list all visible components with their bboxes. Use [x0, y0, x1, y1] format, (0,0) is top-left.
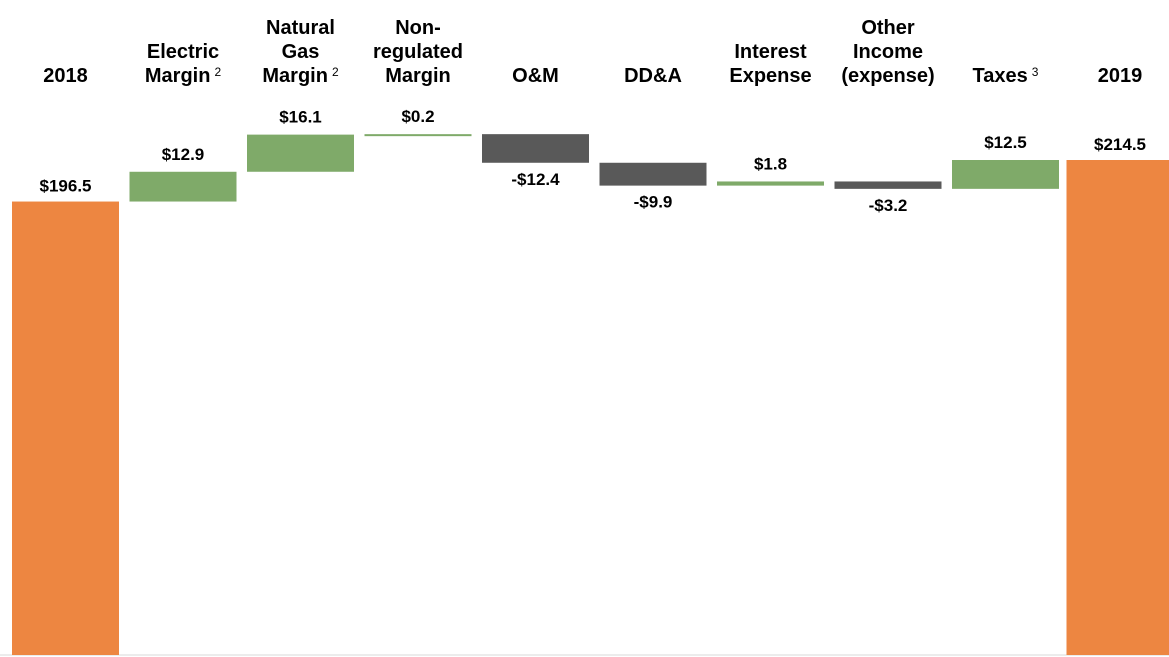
category-label-line: Expense [729, 65, 811, 87]
category-label-line: Electric [147, 41, 219, 63]
footnote-marker: 3 [1032, 65, 1039, 79]
category-label-9: 2019 [1098, 65, 1143, 87]
category-label-8: Taxes 3 [973, 65, 1039, 87]
value-labels-group: $196.5 $12.9 $16.1 $0.2 -$12.4 -$9.9 $1.8 -$3.2… [40, 107, 1147, 215]
value-label-8: $12.5 [984, 133, 1027, 152]
category-label-line: Margin 2 [262, 65, 339, 87]
bar-3 [364, 134, 472, 137]
category-label-line: Natural [266, 17, 335, 39]
category-label-line: Non- [395, 17, 441, 39]
value-label-2: $16.1 [279, 108, 322, 127]
value-label-3: $0.2 [401, 107, 434, 126]
footnote-marker: 2 [214, 65, 221, 79]
bar-8 [952, 160, 1059, 189]
bar-2 [247, 134, 354, 172]
value-label-5: -$9.9 [634, 193, 673, 212]
bar-4 [482, 134, 589, 163]
category-label-line: Taxes 3 [973, 65, 1039, 87]
category-label-line: (expense) [841, 65, 934, 87]
bar-9 [1066, 160, 1169, 655]
value-label-9: $214.5 [1094, 135, 1146, 154]
category-label-line: Margin [385, 65, 451, 87]
value-label-0: $196.5 [40, 177, 92, 196]
category-label-line: Other [861, 17, 915, 39]
footnote-marker: 2 [332, 65, 339, 79]
category-label-line: Margin 2 [145, 65, 222, 87]
category-label-5: DD&A [624, 65, 682, 87]
category-label-line: Interest [734, 41, 807, 63]
category-label-line: regulated [373, 41, 463, 63]
value-label-4: -$12.4 [511, 170, 560, 189]
category-label-line: O&M [512, 65, 559, 87]
category-label-line: DD&A [624, 65, 682, 87]
value-label-1: $12.9 [162, 145, 205, 164]
bar-0 [12, 201, 119, 656]
value-label-6: $1.8 [754, 154, 787, 173]
category-label-line: Gas [282, 41, 320, 63]
category-label-4: O&M [512, 65, 559, 87]
category-label-line: 2018 [43, 65, 88, 87]
category-label-line: Income [853, 41, 923, 63]
value-label-7: -$3.2 [869, 196, 908, 215]
category-label-0: 2018 [43, 65, 88, 87]
category-label-line: 2019 [1098, 65, 1143, 87]
bars-group [12, 134, 1169, 656]
bar-1 [129, 171, 237, 202]
bar-7 [834, 181, 942, 189]
bar-6 [717, 181, 824, 186]
bar-5 [599, 162, 707, 186]
